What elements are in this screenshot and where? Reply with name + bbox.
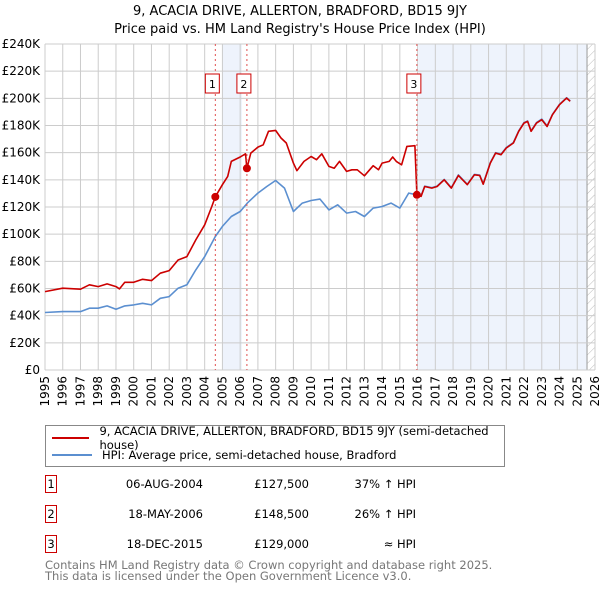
y-tick-label: £120K: [2, 200, 42, 214]
property-price-line: [44, 97, 571, 293]
price-chart: 9, ACACIA DRIVE, ALLERTON, BRADFORD, BD1…: [2, 4, 600, 407]
x-tick-label: 2015: [393, 376, 407, 407]
sale-price: £148,500: [254, 507, 309, 521]
sale-label: 2: [240, 78, 247, 91]
chart-title: 9, ACACIA DRIVE, ALLERTON, BRADFORD, BD1…: [133, 4, 467, 19]
y-tick-label: £40K: [9, 309, 41, 323]
sale-point-marker: [242, 164, 251, 173]
sale-row: 2 18-MAY-2006 £148,500 26% ↑ HPI: [45, 505, 545, 525]
x-tick-label: 2009: [286, 376, 300, 407]
x-tick-label: 2020: [482, 376, 496, 407]
x-tick-label: 2001: [144, 376, 158, 407]
chart-legend: 9, ACACIA DRIVE, ALLERTON, BRADFORD, BD1…: [45, 424, 505, 467]
y-tick-label: £60K: [9, 282, 41, 296]
x-tick-label: 2006: [233, 376, 247, 407]
x-tick-label: 2010: [304, 376, 318, 407]
sale-label-box: [406, 73, 422, 94]
x-tick-label: 2005: [215, 376, 229, 407]
sale-date: 18-MAY-2006: [128, 507, 203, 521]
sale-hpi-comparison: ≈ HPI: [383, 537, 416, 551]
attribution-footer: Contains HM Land Registry data © Crown c…: [45, 558, 493, 583]
x-tick-label: 2003: [180, 376, 194, 407]
legend-item-property: 9, ACACIA DRIVE, ALLERTON, BRADFORD, BD1…: [52, 424, 504, 452]
y-tick-label: £160K: [2, 146, 42, 160]
x-tick-label: 2018: [446, 376, 460, 407]
y-tick-label: £140K: [2, 173, 42, 187]
x-tick-label: 2017: [428, 376, 442, 407]
sale-point-marker: [412, 190, 421, 199]
sale-price: £127,500: [254, 477, 309, 491]
x-tick-label: 1995: [38, 376, 52, 407]
chart-subtitle: Price paid vs. HM Land Registry's House …: [114, 22, 486, 37]
x-tick-label: 2024: [553, 376, 567, 407]
x-tick-label: 2025: [570, 376, 584, 407]
x-tick-label: 2023: [535, 376, 549, 407]
legend-item-hpi: HPI: Average price, semi-detached house,…: [52, 447, 396, 463]
y-tick-label: £220K: [2, 64, 42, 78]
x-tick-label: 2014: [375, 376, 389, 407]
y-tick-label: £200K: [2, 91, 42, 105]
x-tick-label: 1999: [109, 376, 123, 407]
sale-date: 06-AUG-2004: [125, 477, 203, 491]
x-tick-label: 2021: [499, 376, 513, 407]
y-tick-label: £180K: [2, 119, 42, 133]
sale-hpi-comparison: 26% ↑ HPI: [354, 507, 416, 521]
sale-number-badge: 1: [45, 475, 57, 493]
y-tick-label: £100K: [2, 227, 42, 241]
x-tick-label: 2007: [251, 376, 265, 407]
sale-label-box: [204, 73, 220, 94]
y-tick-label: £240K: [2, 37, 42, 51]
legend-label-hpi: HPI: Average price, semi-detached house,…: [102, 448, 397, 462]
x-tick-label: 2013: [357, 376, 371, 407]
x-tick-label: 2008: [269, 376, 283, 407]
footer-line-2: This data is licensed under the Open Gov…: [45, 569, 412, 583]
legend-swatch-property: [52, 437, 90, 439]
x-tick-label: 2012: [340, 376, 354, 407]
x-tick-label: 2016: [411, 376, 425, 407]
sale-number-badge: 2: [45, 505, 57, 523]
sale-row: 3 18-DEC-2015 £129,000 ≈ HPI: [45, 535, 545, 555]
y-tick-label: £80K: [9, 254, 41, 268]
x-tick-label: 2011: [322, 376, 336, 407]
sale-price: £129,000: [254, 537, 309, 551]
sale-number-badge: 3: [45, 535, 57, 553]
x-tick-label: 1998: [91, 376, 105, 407]
sale-label: 1: [209, 78, 216, 91]
x-tick-label: 1996: [56, 376, 70, 407]
x-tick-label: 2004: [198, 376, 212, 407]
sale-hpi-comparison: 37% ↑ HPI: [354, 477, 416, 491]
sale-row: 1 06-AUG-2004 £127,500 37% ↑ HPI: [45, 475, 545, 495]
footer-line-1: Contains HM Land Registry data © Crown c…: [45, 558, 493, 572]
sale-label-box: [236, 73, 252, 94]
legend-swatch-hpi: [52, 454, 92, 456]
x-tick-label: 1997: [73, 376, 87, 407]
sale-point-marker: [211, 192, 220, 201]
y-tick-label: £20K: [9, 336, 41, 350]
x-tick-label: 2002: [162, 376, 176, 407]
x-tick-label: 2019: [464, 376, 478, 407]
sale-date: 18-DEC-2015: [126, 537, 203, 551]
legend-label-property: 9, ACACIA DRIVE, ALLERTON, BRADFORD, BD1…: [99, 424, 489, 452]
x-tick-label: 2022: [517, 376, 531, 407]
sale-label: 3: [410, 78, 417, 91]
y-tick-label: £0: [25, 363, 40, 377]
x-tick-label: 2026: [588, 376, 600, 407]
x-tick-label: 2000: [127, 376, 141, 407]
